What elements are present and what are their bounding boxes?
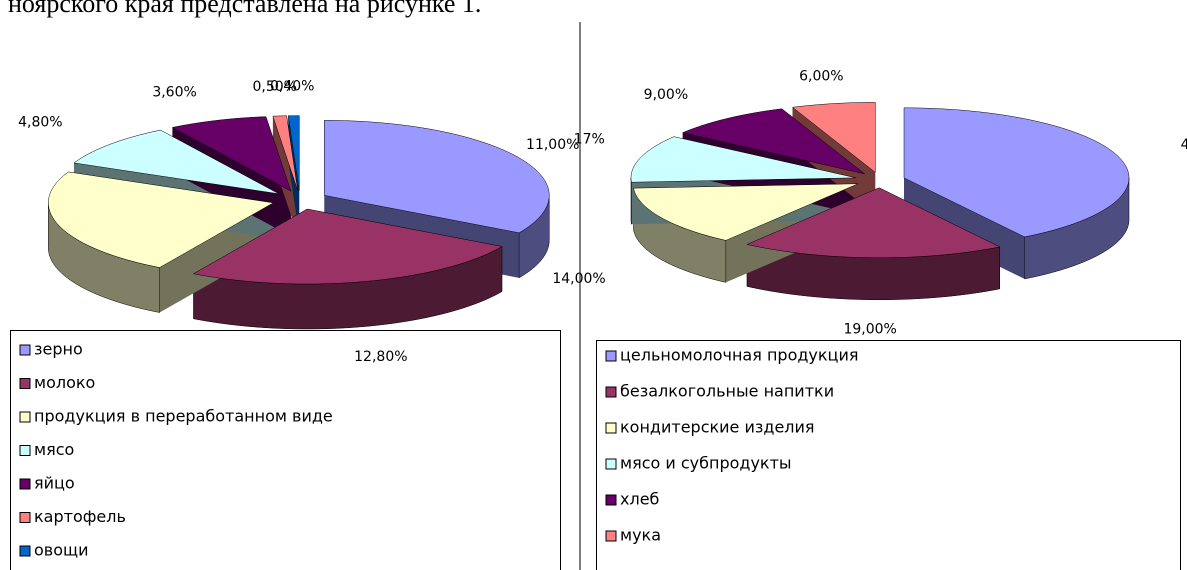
- slice: [630, 136, 857, 183]
- data-label: 17%: [574, 131, 605, 147]
- legend-label: безалкогольные напитки: [620, 382, 834, 401]
- data-label: 0,50%: [252, 79, 296, 95]
- legend-label: молоко: [34, 373, 95, 392]
- legend-swatch: [19, 445, 31, 456]
- legend-swatch: [605, 422, 617, 434]
- slice: [48, 171, 275, 268]
- data-label: 12,80%: [354, 349, 407, 365]
- legend-swatch: [19, 378, 31, 389]
- data-label: 0,40%: [270, 79, 314, 95]
- slice: [903, 107, 1130, 238]
- slice: [633, 183, 859, 241]
- slice: [272, 115, 299, 191]
- legend-swatch: [605, 386, 617, 398]
- data-label: 11,00%: [526, 137, 579, 153]
- data-label: 9,00%: [644, 87, 688, 103]
- slice: [73, 129, 280, 195]
- legend-swatch: [19, 545, 31, 557]
- slice: [746, 187, 1001, 259]
- slice: [287, 115, 300, 191]
- legend-label: цельномолочная продукция: [620, 346, 858, 365]
- legend-label: картофель: [34, 507, 126, 526]
- legend-label: яйцо: [34, 474, 75, 493]
- legend-swatch: [605, 530, 617, 542]
- slice: [323, 120, 550, 234]
- legend-box: [10, 330, 561, 570]
- data-label: 4,80%: [18, 114, 62, 130]
- slice: [192, 208, 503, 285]
- slice: [171, 116, 292, 192]
- legend-label: овощи: [34, 541, 88, 560]
- legend-label: зерно: [34, 340, 83, 359]
- legend-swatch: [19, 512, 31, 523]
- legend-label: мука: [620, 526, 661, 545]
- legend-box: [596, 340, 1181, 570]
- legend-label: мясо и субпродукты: [620, 454, 792, 473]
- data-label: 3,60%: [152, 84, 196, 100]
- data-label: 6,00%: [799, 68, 843, 84]
- legend-label: хлеб: [620, 490, 659, 509]
- slice: [681, 108, 865, 175]
- data-label: 14,00%: [552, 271, 605, 287]
- document-text: ноярского края представлена на рисунке 1…: [8, 0, 481, 18]
- data-label: 19,00%: [843, 321, 896, 337]
- legend-swatch: [605, 494, 617, 506]
- legend-swatch: [605, 458, 617, 470]
- slice: [791, 102, 876, 173]
- legend-swatch: [19, 344, 31, 356]
- legend-label: мясо: [34, 440, 74, 459]
- legend-label: продукция в переработанном виде: [34, 407, 333, 426]
- data-label: 41,00%: [1181, 137, 1187, 153]
- legend-swatch: [19, 478, 31, 490]
- legend-label: кондитерские изделия: [620, 418, 815, 437]
- legend-swatch: [19, 411, 31, 423]
- legend-swatch: [605, 350, 617, 362]
